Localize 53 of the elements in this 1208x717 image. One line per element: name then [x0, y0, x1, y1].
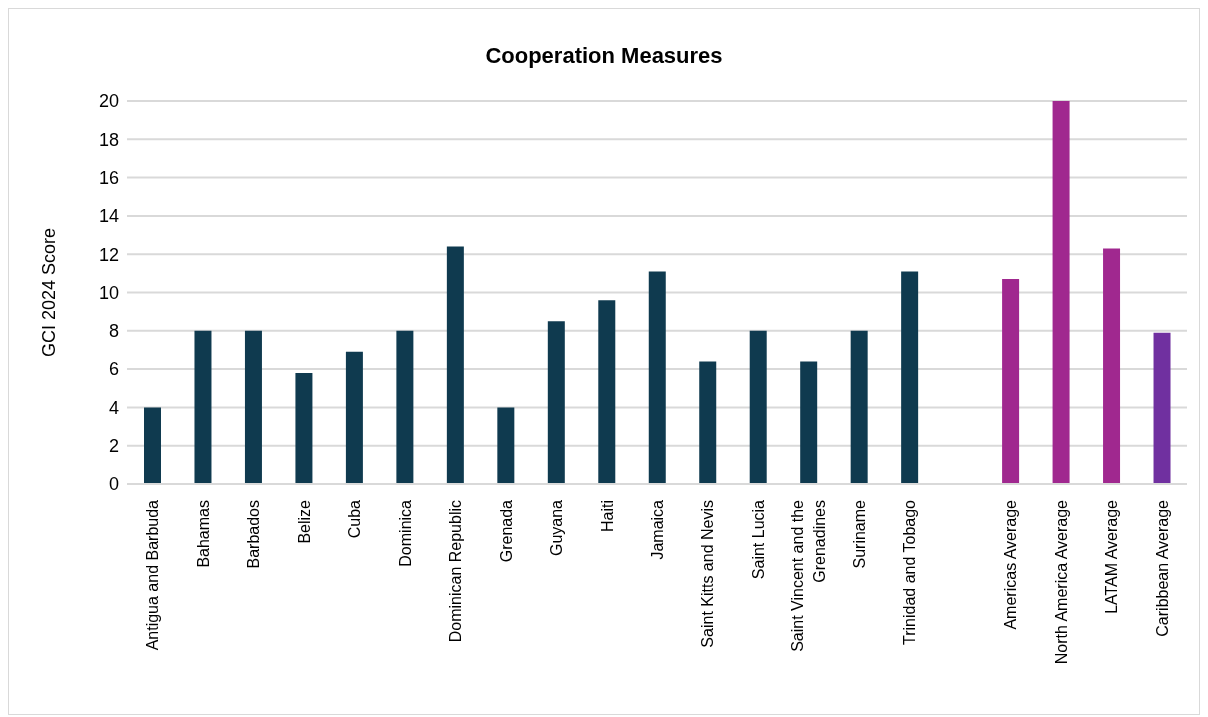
bar: [244, 330, 262, 484]
bar: [547, 321, 565, 484]
bar: [598, 300, 616, 484]
bar: [800, 361, 818, 484]
bar: [396, 330, 414, 484]
bar: [699, 361, 717, 484]
x-tick-label: Jamaica: [649, 499, 666, 560]
x-tick-label: Grenada: [497, 499, 515, 563]
x-tick-label: Antigua and Barbuda: [144, 499, 162, 651]
bar: [295, 372, 313, 484]
y-tick-label: 8: [108, 321, 119, 342]
x-tick-label: Barbados: [245, 500, 263, 569]
x-tick-label: Belize: [295, 499, 313, 544]
y-tick-label: 14: [98, 206, 119, 227]
bar: [1002, 279, 1020, 484]
bar: [194, 330, 212, 484]
y-tick-label: 6: [108, 359, 119, 380]
chart-title: Cooperation Measures: [484, 43, 724, 69]
bar: [446, 246, 464, 484]
y-axis-title: GCI 2024 Score: [39, 227, 60, 358]
bar: [850, 330, 868, 484]
bar: [1103, 248, 1121, 484]
y-tick-label: 12: [98, 244, 119, 265]
x-tick-label: Caribbean Average: [1153, 499, 1171, 637]
y-tick-label: 10: [98, 282, 119, 303]
y-tick-label: 18: [98, 129, 119, 150]
x-tick-label: Bahamas: [194, 500, 212, 568]
x-tick-label: North America Average: [1052, 499, 1070, 665]
x-tick-label: Dominica: [396, 499, 414, 567]
bar: [1153, 332, 1171, 484]
y-tick-label: 20: [98, 91, 119, 112]
bar: [648, 271, 666, 484]
x-tick-label: Saint Lucia: [749, 499, 767, 580]
bar: [749, 330, 767, 484]
x-tick-label: Cuba: [346, 499, 364, 539]
y-tick-label: 2: [108, 436, 119, 457]
x-tick-label: Saint Vincent and the Grenadines: [789, 499, 829, 652]
y-tick-label: 4: [108, 397, 119, 418]
bar: [497, 407, 515, 484]
x-tick-label: LATAM Average: [1103, 499, 1121, 614]
x-tick-label: Guyana: [548, 499, 566, 557]
bar: [144, 407, 161, 484]
bar: [901, 271, 919, 484]
y-tick-label: 0: [108, 474, 119, 495]
y-tick-label: 16: [98, 167, 119, 188]
x-tick-label: Suriname: [850, 499, 868, 569]
x-tick-label: Americas Average: [1002, 499, 1020, 630]
bar: [345, 351, 363, 484]
x-tick-label: Trinidad and Tobago: [901, 499, 919, 645]
bar: [1052, 101, 1070, 484]
x-tick-label: Dominican Republic: [447, 500, 465, 643]
x-tick-label: Haiti: [598, 500, 616, 533]
x-tick-label: Saint Kitts and Nevis: [699, 500, 717, 648]
